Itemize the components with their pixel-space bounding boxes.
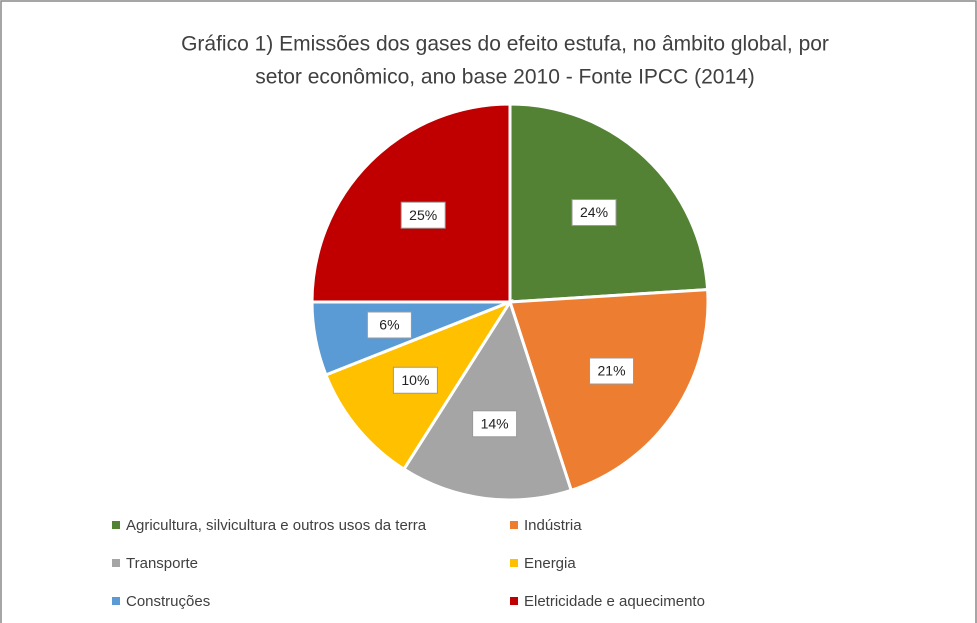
legend-label: Indústria [524, 517, 582, 534]
data-label: 6% [379, 317, 399, 333]
legend-swatch [510, 521, 518, 529]
data-label: 14% [481, 415, 509, 431]
legend-swatch [112, 559, 120, 567]
chart-title: Gráfico 1) Emissões dos gases do efeito … [181, 33, 829, 56]
legend-label: Construções [126, 593, 210, 610]
legend-swatch [112, 521, 120, 529]
data-label: 24% [580, 204, 608, 220]
data-label-box [366, 311, 412, 339]
data-label-box [400, 201, 446, 229]
pie-slice [401, 298, 574, 502]
pie-slice [507, 287, 710, 493]
data-label-box [571, 199, 617, 227]
data-label: 25% [409, 207, 437, 223]
data-label-box [392, 366, 438, 394]
data-label-box [589, 357, 635, 385]
data-label: 21% [598, 363, 626, 379]
legend-label: Energia [524, 555, 576, 572]
legend-label: Agricultura, silvicultura e outros usos … [126, 517, 427, 534]
legend-swatch [510, 559, 518, 567]
data-label: 10% [401, 372, 429, 388]
legend-swatch [112, 597, 120, 605]
chart-title: setor econômico, ano base 2010 - Fonte I… [255, 66, 755, 89]
data-label-box [472, 410, 518, 438]
legend-label: Eletricidade e aquecimento [524, 593, 705, 610]
legend-swatch [510, 597, 518, 605]
legend-label: Transporte [126, 555, 198, 572]
